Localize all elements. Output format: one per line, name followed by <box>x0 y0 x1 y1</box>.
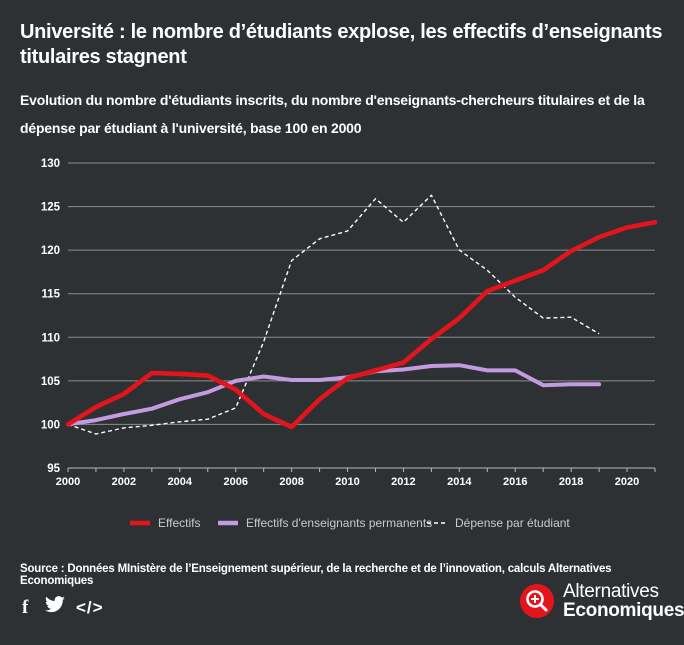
y-tick-label: 95 <box>47 463 60 475</box>
share-bar: f </> <box>22 596 104 619</box>
logo-text-alternatives: Alternatives <box>563 581 659 602</box>
x-tick-label: 2010 <box>335 476 359 488</box>
legend-label-0: Effectifs <box>158 516 200 530</box>
embed-code-icon[interactable]: </> <box>76 597 104 617</box>
y-tick-label: 130 <box>41 158 60 170</box>
series-line-0 <box>65 220 658 430</box>
x-tick-label: 2012 <box>391 476 415 488</box>
chart-title: Université : le nombre d’étudiants explo… <box>20 21 663 68</box>
x-tick-label: 2016 <box>503 476 527 488</box>
series-line-1 <box>66 363 602 427</box>
x-tick-label: 2014 <box>447 476 472 488</box>
twitter-icon[interactable] <box>44 596 66 619</box>
x-tick-label: 2008 <box>279 476 303 488</box>
magnifier-logo-icon <box>520 584 554 618</box>
x-tick-label: 2004 <box>168 476 193 488</box>
y-tick-label: 100 <box>41 419 60 431</box>
facebook-icon[interactable]: f <box>22 596 29 618</box>
x-tick-label: 2006 <box>223 476 247 488</box>
y-tick-label: 125 <box>41 202 61 214</box>
x-tick-label: 2000 <box>56 476 80 488</box>
source-note: Source : Données MInistère de l’Enseigne… <box>20 563 612 587</box>
brand-logo[interactable]: Alternatives Economiques <box>520 582 684 620</box>
legend-label-2: Dépense par étudiant <box>455 516 570 530</box>
line-chart: 95 100 105 110 115 120 125 130 2000 2002 2004 2006 2… <box>41 158 658 530</box>
chart-subtitle: Evolution du nombre d'étudiants inscrits… <box>20 92 645 136</box>
series-line-2 <box>67 194 600 435</box>
legend-label-1: Effectifs d'enseignants permanents <box>246 516 432 530</box>
y-tick-label: 120 <box>41 245 60 257</box>
y-tick-label: 105 <box>41 376 61 388</box>
x-tick-label: 2002 <box>112 476 136 488</box>
y-tick-label: 110 <box>41 332 60 344</box>
x-tick-label: 2020 <box>615 476 639 488</box>
logo-text-economiques: Economiques <box>563 600 684 621</box>
y-tick-label: 115 <box>41 289 60 301</box>
x-tick-label: 2018 <box>559 476 583 488</box>
